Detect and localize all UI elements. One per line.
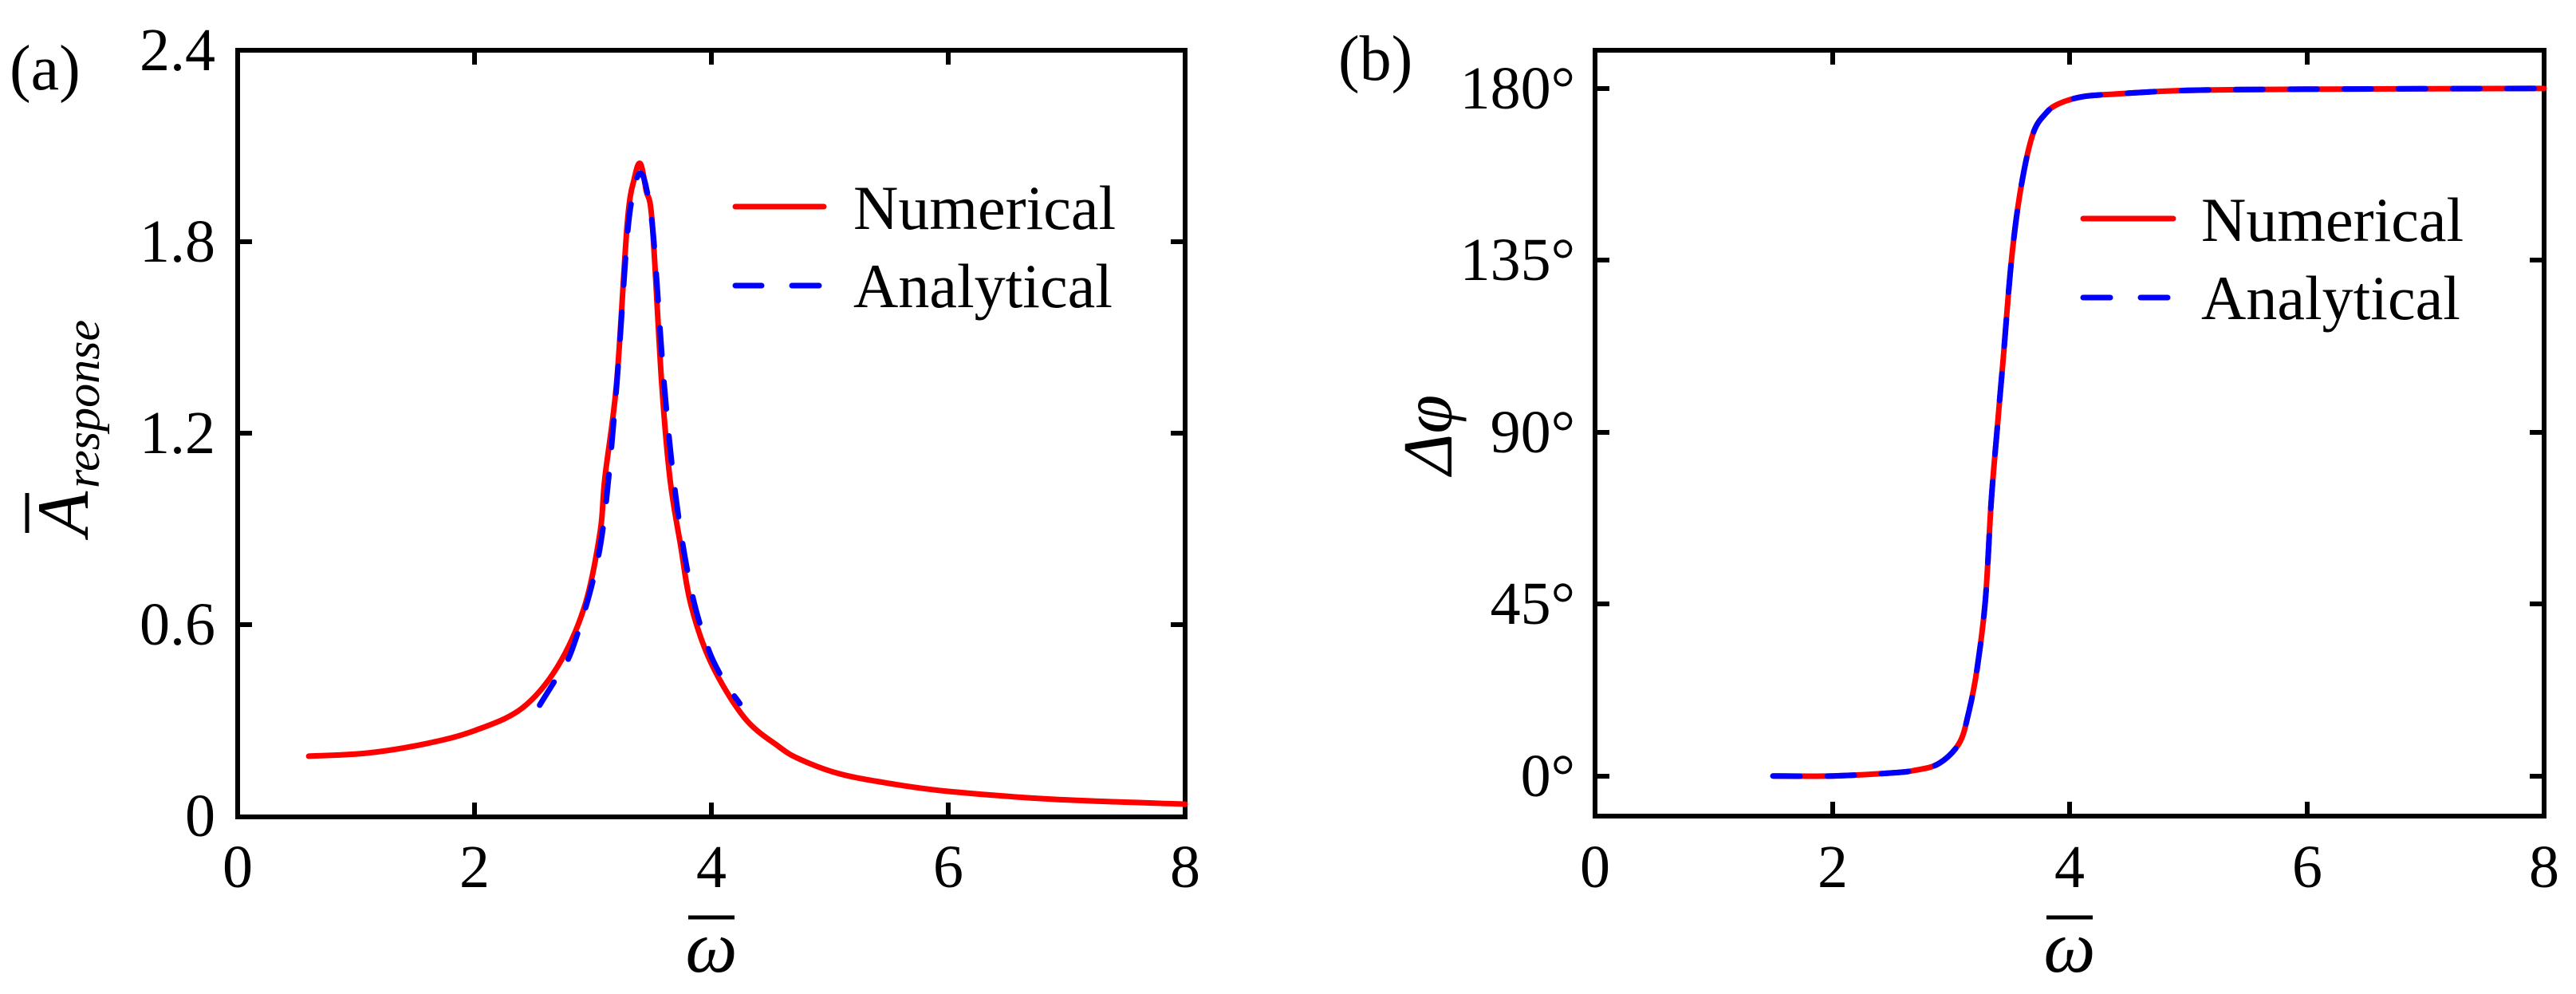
y-tick-a-2: 1.2: [140, 400, 215, 467]
y-tick-a-1: 0.6: [140, 591, 215, 658]
analytical-curve-a: [537, 170, 743, 708]
x-tick-labels-a: 0 2 4 6 8: [223, 834, 1200, 901]
x-tick-b-1: 2: [1818, 834, 1848, 901]
y-label-a-sub: response: [57, 320, 109, 488]
x-tick-a-3: 6: [933, 834, 963, 901]
legend-a: Numerical Analytical: [732, 173, 1116, 321]
legend-label-numerical-a: Numerical: [853, 173, 1116, 243]
x-tick-b-3: 6: [2292, 834, 2322, 901]
panel-tag-a: (a): [10, 34, 81, 104]
y-tick-a-4: 2.4: [140, 17, 215, 84]
y-tick-a-0: 0: [185, 783, 215, 850]
x-tick-b-0: 0: [1580, 834, 1610, 901]
x-tick-b-4: 8: [2529, 834, 2559, 901]
x-tick-b-2: 4: [2054, 834, 2085, 901]
y-tick-b-4: 180°: [1460, 55, 1575, 122]
series-b: [1770, 85, 2547, 779]
y-axis-label-a: A response: [22, 320, 109, 541]
x-tick-labels-b: 0 2 4 6 8: [1580, 834, 2559, 901]
plot-frame-a: [235, 48, 1188, 819]
y-label-b: Δφ: [1390, 395, 1467, 477]
panel-a: (a) 0 0.6 1.2 1.8 2.4 0: [10, 17, 1200, 988]
y-axis-label-b: Δφ: [1390, 395, 1467, 477]
legend-label-numerical-b: Numerical: [2201, 185, 2464, 254]
x-tick-a-1: 2: [459, 834, 490, 901]
y-tick-b-3: 135°: [1460, 227, 1575, 294]
x-label-b: ω: [2044, 906, 2096, 988]
panel-b: (b) 0° 45° 90° 135° 180°: [1338, 24, 2559, 988]
y-tick-b-1: 45°: [1491, 570, 1575, 637]
x-tick-a-4: 8: [1170, 834, 1200, 901]
legend-label-analytical-b: Analytical: [2201, 263, 2460, 333]
x-tick-a-0: 0: [223, 834, 253, 901]
panel-tag-b: (b): [1338, 24, 1412, 94]
y-tick-labels-a: 0 0.6 1.2 1.8 2.4: [140, 17, 215, 850]
series-a: [305, 160, 1188, 807]
y-label-a-main: A: [22, 491, 104, 541]
plot-frame-b: [1593, 48, 2546, 818]
ticks-b: [1595, 50, 2544, 816]
legend-b: Numerical Analytical: [2080, 185, 2464, 333]
y-tick-a-3: 1.8: [140, 208, 215, 275]
x-axis-label-b: ω: [2044, 906, 2096, 988]
legend-label-analytical-a: Analytical: [853, 251, 1113, 321]
x-tick-a-2: 4: [696, 834, 727, 901]
y-tick-labels-b: 0° 45° 90° 135° 180°: [1460, 55, 1575, 810]
x-axis-label-a: ω: [686, 906, 738, 988]
analytical-curve-b: [1770, 85, 2547, 779]
x-label-a: ω: [686, 906, 738, 988]
y-tick-b-0: 0°: [1521, 743, 1575, 810]
numerical-curve-a: [305, 160, 1188, 807]
y-tick-b-2: 90°: [1491, 399, 1575, 466]
ticks-a: [238, 50, 1185, 817]
